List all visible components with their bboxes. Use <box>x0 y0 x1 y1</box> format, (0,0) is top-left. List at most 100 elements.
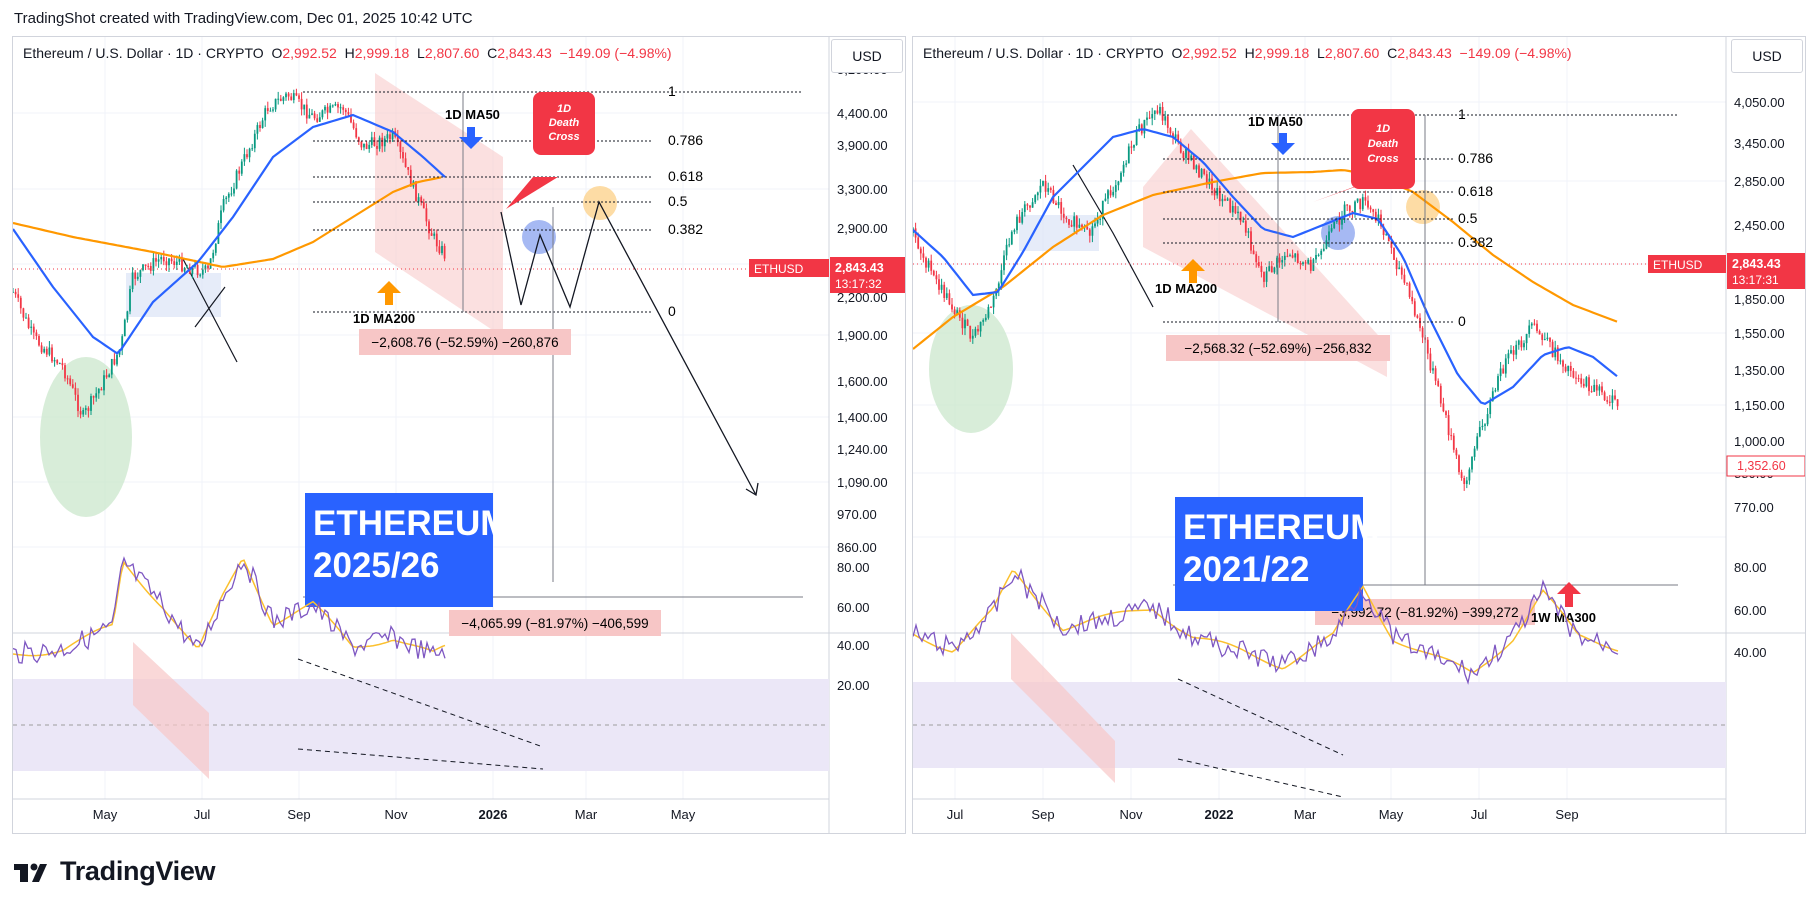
candle-body <box>1283 255 1286 260</box>
rsi-tick-label: 60.00 <box>1734 603 1767 618</box>
candle-body <box>1143 119 1146 134</box>
candle-body <box>1104 198 1107 201</box>
currency-selector[interactable]: USD <box>831 39 903 73</box>
candle-body <box>383 138 386 147</box>
price-tick-label: 2,450.00 <box>1734 218 1785 233</box>
candle-body <box>1400 267 1403 275</box>
candle-body <box>222 199 225 211</box>
chart-canvas-2025[interactable]: 1 0.786 0.618 0.5 0.382 0 1D MA50 1D MA2… <box>13 37 905 833</box>
candle-body <box>391 131 394 140</box>
candle-body <box>363 143 365 148</box>
candle-body <box>365 143 368 149</box>
candle-body <box>1348 205 1351 211</box>
candle-body <box>1044 181 1047 192</box>
close-label: C <box>1387 45 1398 61</box>
candle-body <box>438 246 441 254</box>
chart-panel-2021[interactable]: 1 0.786 0.618 0.5 0.382 0 1D MA50 1D MA2… <box>912 36 1806 834</box>
ma200-resistance-circle <box>1406 190 1440 224</box>
ma200-line <box>913 168 1618 350</box>
candle-body <box>56 360 59 364</box>
candle-body <box>1551 341 1554 358</box>
candle-body <box>415 181 417 202</box>
candle-body <box>1231 205 1234 213</box>
candle-body <box>1510 350 1512 354</box>
candle-body <box>1016 216 1018 231</box>
down-arrow-icon <box>459 127 483 149</box>
candle-body <box>1172 133 1174 139</box>
candle-body <box>1200 168 1203 178</box>
rsi-axis: 80.00 60.00 40.00 20.00 <box>837 560 870 693</box>
candle-body <box>1299 263 1302 265</box>
candle-body <box>142 264 144 271</box>
candle-body <box>227 193 230 198</box>
candle-body <box>334 104 337 106</box>
rsi-tick-label: 40.00 <box>1734 645 1767 660</box>
candle-body <box>1616 399 1619 407</box>
candle-body <box>441 245 443 254</box>
candle-body <box>956 310 959 315</box>
candle-body <box>214 243 217 253</box>
rsi-falling-highlight <box>1011 633 1115 783</box>
candle-body <box>339 107 342 109</box>
last-price-tag <box>1726 455 1805 477</box>
candle-body <box>961 317 964 329</box>
candle-body <box>917 237 920 249</box>
candle-body <box>22 308 25 318</box>
low-label: L <box>417 45 425 61</box>
candle-body <box>1450 435 1453 437</box>
currency-selector[interactable]: USD <box>1731 39 1803 73</box>
candle-body <box>1003 255 1005 271</box>
trend-line <box>1072 164 1154 308</box>
candle-body <box>337 104 339 108</box>
candle-body <box>43 348 46 353</box>
candle-body <box>1536 323 1538 332</box>
candle-body <box>196 265 199 276</box>
candle-body <box>352 122 355 129</box>
candle-body <box>1432 368 1434 371</box>
candle-body <box>1096 219 1099 224</box>
candle-body <box>324 106 326 111</box>
rsi-trendline <box>297 748 544 770</box>
measure-box <box>1166 335 1390 361</box>
candle-body <box>261 120 264 129</box>
candle-body <box>1057 202 1060 206</box>
candle-body <box>1218 188 1221 202</box>
fib-label: 0.786 <box>1458 150 1493 166</box>
candle-body <box>152 258 155 271</box>
time-tick-label: May <box>671 807 696 822</box>
chart-canvas-2021[interactable]: 1 0.786 0.618 0.5 0.382 0 1D MA50 1D MA2… <box>913 37 1805 833</box>
low-value: 2,807.60 <box>424 45 480 61</box>
candle-body <box>1018 216 1021 223</box>
candle-body <box>147 265 150 267</box>
fib-label: 0 <box>668 303 676 319</box>
candle-body <box>246 154 248 158</box>
tradingview-brand[interactable]: TradingView <box>14 856 216 887</box>
candle-body <box>945 293 948 298</box>
candle-body <box>313 113 316 119</box>
candle-body <box>433 233 436 236</box>
symbol-name: Ethereum / U.S. Dollar · 1D · CRYPTO <box>23 45 264 61</box>
candle-body <box>251 148 254 150</box>
candle-body <box>1398 267 1401 270</box>
price-axis: 5,200.004,400.003,900.003,300.002,900.00… <box>837 62 888 555</box>
candle-body <box>264 108 267 121</box>
candle-body <box>1010 231 1013 245</box>
price-tick-label: 1,550.00 <box>1734 326 1785 341</box>
candle-body <box>964 319 966 329</box>
candle-body <box>318 117 321 122</box>
price-tag <box>1727 253 1805 289</box>
measure-box <box>359 329 571 355</box>
candle-body <box>922 253 925 258</box>
candle-body <box>48 347 51 355</box>
candle-body <box>342 107 345 110</box>
chart-panel-2025[interactable]: 1 0.786 0.618 0.5 0.382 0 1D MA50 1D MA2… <box>12 36 906 834</box>
candle-body <box>87 408 90 411</box>
grid <box>913 37 1726 799</box>
candle-body <box>1606 400 1609 402</box>
candle-body <box>92 396 95 398</box>
candle-body <box>430 233 433 236</box>
candle-body <box>1127 146 1130 164</box>
candle-body <box>1416 315 1419 318</box>
candle-body <box>191 266 194 274</box>
candle-body <box>1122 164 1125 173</box>
